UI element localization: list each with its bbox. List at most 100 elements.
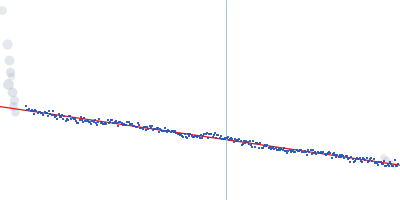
Point — [308, 152, 315, 155]
Point — [146, 124, 153, 128]
Point — [190, 135, 196, 139]
Point — [89, 120, 96, 123]
Point — [346, 157, 352, 160]
Point — [101, 122, 107, 125]
Point — [95, 121, 102, 124]
Point — [8, 74, 14, 78]
Point — [327, 152, 334, 155]
Point — [270, 146, 276, 149]
Point — [26, 108, 33, 111]
Point — [297, 148, 303, 151]
Point — [388, 162, 394, 166]
Point — [108, 118, 114, 121]
Point — [361, 157, 367, 161]
Point — [347, 160, 353, 163]
Point — [356, 157, 363, 160]
Point — [92, 119, 98, 122]
Point — [65, 118, 71, 121]
Point — [73, 119, 79, 123]
Point — [223, 137, 230, 140]
Point — [213, 137, 219, 140]
Point — [28, 110, 34, 113]
Point — [202, 132, 209, 135]
Point — [78, 116, 84, 119]
Point — [266, 146, 273, 149]
Point — [353, 157, 359, 161]
Point — [168, 129, 175, 132]
Point — [207, 132, 214, 135]
Point — [11, 98, 17, 102]
Point — [177, 133, 183, 136]
Point — [220, 137, 226, 140]
Point — [244, 141, 251, 144]
Point — [230, 140, 237, 144]
Point — [47, 112, 54, 116]
Point — [335, 155, 342, 159]
Point — [194, 135, 201, 138]
Point — [233, 140, 239, 143]
Point — [339, 153, 345, 156]
Point — [156, 130, 162, 133]
Point — [328, 156, 335, 159]
Point — [330, 153, 336, 156]
Point — [114, 121, 120, 125]
Point — [277, 148, 284, 152]
Point — [37, 110, 43, 113]
Point — [62, 119, 69, 122]
Point — [144, 126, 150, 129]
Point — [172, 130, 178, 133]
Point — [205, 136, 211, 139]
Point — [140, 127, 146, 130]
Point — [316, 151, 322, 154]
Point — [341, 157, 348, 160]
Point — [82, 119, 89, 123]
Point — [123, 123, 130, 126]
Point — [380, 162, 386, 165]
Point — [188, 134, 195, 138]
Point — [30, 109, 36, 112]
Point — [136, 124, 142, 127]
Point — [283, 150, 289, 153]
Point — [260, 146, 266, 149]
Point — [345, 157, 351, 160]
Point — [340, 155, 346, 158]
Point — [158, 128, 164, 131]
Point — [193, 134, 200, 137]
Point — [112, 120, 119, 123]
Point — [302, 149, 308, 153]
Point — [48, 114, 55, 117]
Point — [362, 159, 368, 162]
Point — [275, 149, 281, 152]
Point — [264, 144, 270, 147]
Point — [85, 120, 91, 123]
Point — [282, 149, 288, 153]
Point — [359, 160, 365, 163]
Point — [319, 151, 326, 154]
Point — [373, 160, 379, 163]
Point — [109, 118, 116, 121]
Point — [386, 165, 392, 168]
Point — [12, 110, 18, 114]
Point — [384, 164, 391, 167]
Point — [372, 161, 378, 165]
Point — [182, 135, 189, 138]
Point — [243, 139, 250, 142]
Point — [152, 127, 159, 130]
Point — [303, 150, 309, 153]
Point — [50, 110, 56, 113]
Point — [336, 154, 343, 157]
Point — [140, 125, 147, 129]
Point — [163, 130, 169, 133]
Point — [387, 161, 393, 165]
Point — [106, 121, 112, 124]
Point — [387, 161, 393, 164]
Point — [151, 128, 158, 131]
Point — [311, 151, 317, 154]
Point — [88, 123, 94, 126]
Point — [214, 134, 220, 137]
Point — [36, 111, 42, 114]
Point — [360, 157, 366, 160]
Point — [212, 131, 218, 135]
Point — [181, 133, 188, 136]
Point — [38, 111, 44, 115]
